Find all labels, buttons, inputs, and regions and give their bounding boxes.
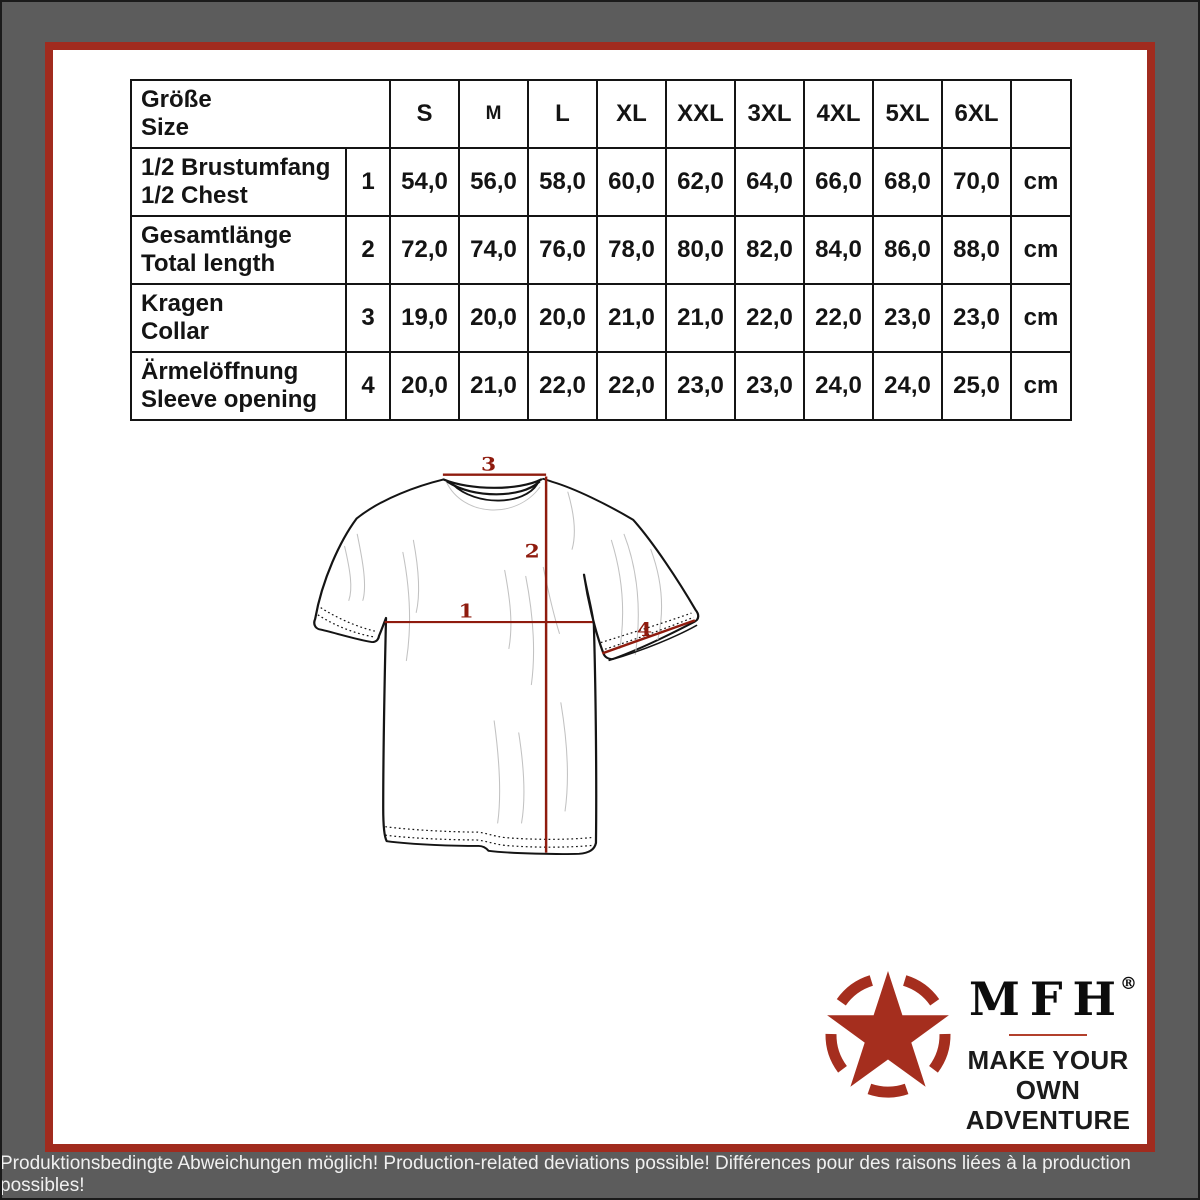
footer-bar: Produktionsbedingte Abweichungen möglich… (0, 1152, 1200, 1198)
value-cell: 22,0 (527, 351, 598, 421)
value-cell: 22,0 (803, 283, 874, 353)
size-header-cell: 3XL (734, 79, 805, 149)
value-cell: 20,0 (527, 283, 598, 353)
size-header-cell: S (389, 79, 460, 149)
sleeve-measure-label: 4 (637, 618, 652, 640)
right-cuff-fold (608, 624, 698, 662)
row-label-en: 1/2 Chest (141, 182, 248, 209)
row-label-de: Gesamtlänge (141, 222, 292, 249)
value-cell: 23,0 (665, 351, 736, 421)
value-cell: 80,0 (665, 215, 736, 285)
row-number-cell: 1 (345, 147, 391, 217)
value-cell: 78,0 (596, 215, 667, 285)
production-note: Produktionsbedingte Abweichungen möglich… (0, 1153, 1131, 1196)
value-cell: 72,0 (389, 215, 460, 285)
value-cell: 66,0 (803, 147, 874, 217)
value-cell: 68,0 (872, 147, 943, 217)
table-header-label: Größe Size (130, 79, 391, 149)
value-cell: 21,0 (596, 283, 667, 353)
unit-cell: cm (1010, 147, 1072, 217)
row-label-cell: Ärmelöffnung Sleeve opening (130, 351, 347, 421)
header-label-de: Größe (141, 86, 212, 113)
value-cell: 70,0 (941, 147, 1012, 217)
size-table: Größe Size S M L XL XXL 3XL 4XL 5XL 6XL 1/2 Brustum… (130, 79, 1072, 421)
row-label-en: Total length (141, 250, 276, 277)
row-number-cell: 3 (345, 283, 391, 353)
unit-cell: cm (1010, 283, 1072, 353)
row-label-de: Ärmelöffnung (141, 358, 299, 385)
tshirt-diagram: 3 2 1 4 (313, 453, 700, 855)
value-cell: 58,0 (527, 147, 598, 217)
row-label-cell: 1/2 Brustumfang 1/2 Chest (130, 147, 347, 217)
header-label-en: Size (141, 114, 190, 141)
row-label-cell: Gesamtlänge Total length (130, 215, 347, 285)
collar-measure-label: 3 (481, 453, 496, 475)
chest-measure-label: 1 (458, 600, 473, 622)
value-cell: 86,0 (872, 215, 943, 285)
size-header-cell: XXL (665, 79, 736, 149)
tagline-line2: ADVENTURE (965, 1105, 1131, 1135)
value-cell: 76,0 (527, 215, 598, 285)
size-header-cell: XL (596, 79, 667, 149)
value-cell: 20,0 (458, 283, 529, 353)
table-row: Kragen Collar 3 19,0 20,0 20,0 21,0 21,0 22,0 22,… (130, 283, 1072, 353)
row-label-de: Kragen (141, 290, 224, 317)
row-number-cell: 2 (345, 215, 391, 285)
brand-tagline: MAKE YOUR OWN ADVENTURE (933, 1045, 1163, 1135)
value-cell: 74,0 (458, 215, 529, 285)
size-header-cell: 6XL (941, 79, 1012, 149)
unit-header-cell (1010, 79, 1072, 149)
brand-name: MFH (968, 972, 1127, 1026)
value-cell: 54,0 (389, 147, 460, 217)
size-header-cell: M (458, 79, 529, 149)
value-cell: 21,0 (665, 283, 736, 353)
value-cell: 21,0 (458, 351, 529, 421)
brand-block: MFH® MAKE YOUR OWN ADVENTURE (933, 958, 1163, 1135)
table-row: 1/2 Brustumfang 1/2 Chest 1 54,0 56,0 58,0 60,… (130, 147, 1072, 217)
value-cell: 23,0 (872, 283, 943, 353)
table-header-row: Größe Size S M L XL XXL 3XL 4XL 5XL 6XL (130, 79, 1072, 149)
value-cell: 82,0 (734, 215, 805, 285)
value-cell: 22,0 (596, 351, 667, 421)
row-label-de: 1/2 Brustumfang (141, 154, 331, 181)
value-cell: 64,0 (734, 147, 805, 217)
sleeve-measure-line (601, 619, 696, 655)
stitch-lines (317, 607, 694, 848)
row-label-cell: Kragen Collar (130, 283, 347, 353)
table-row: Gesamtlänge Total length 2 72,0 74,0 76,0 78,0… (130, 215, 1072, 285)
unit-cell: cm (1010, 351, 1072, 421)
value-cell: 23,0 (734, 351, 805, 421)
brand-divider (1009, 1034, 1087, 1036)
table-row: Ärmelöffnung Sleeve opening 4 20,0 21,0 22,0 2… (130, 351, 1072, 421)
size-header-cell: 5XL (872, 79, 943, 149)
size-header-cell: 4XL (803, 79, 874, 149)
value-cell: 19,0 (389, 283, 460, 353)
row-label-en: Sleeve opening (141, 386, 318, 413)
value-cell: 62,0 (665, 147, 736, 217)
row-number-cell: 4 (345, 351, 391, 421)
registered-mark: ® (1120, 974, 1138, 994)
size-table-wrap: Größe Size S M L XL XXL 3XL 4XL 5XL 6XL 1/2 Brustum… (130, 79, 1072, 421)
star-icon (825, 971, 951, 1098)
unit-cell: cm (1010, 215, 1072, 285)
size-table-body: Größe Size S M L XL XXL 3XL 4XL 5XL 6XL 1/2 Brustum… (130, 79, 1072, 421)
content-panel: Größe Size S M L XL XXL 3XL 4XL 5XL 6XL 1/2 Brustum… (45, 42, 1155, 1152)
value-cell: 88,0 (941, 215, 1012, 285)
value-cell: 20,0 (389, 351, 460, 421)
value-cell: 24,0 (803, 351, 874, 421)
tshirt-outline (313, 477, 700, 855)
tagline-line1: MAKE YOUR OWN (967, 1045, 1129, 1105)
collar-lines (442, 478, 543, 502)
value-cell: 24,0 (872, 351, 943, 421)
row-label-en: Collar (141, 318, 210, 345)
size-header-cell: L (527, 79, 598, 149)
value-cell: 23,0 (941, 283, 1012, 353)
value-cell: 22,0 (734, 283, 805, 353)
value-cell: 25,0 (941, 351, 1012, 421)
brand-wordmark: MFH® (933, 958, 1163, 1025)
value-cell: 60,0 (596, 147, 667, 217)
length-measure-label: 2 (525, 540, 540, 562)
value-cell: 56,0 (458, 147, 529, 217)
value-cell: 84,0 (803, 215, 874, 285)
